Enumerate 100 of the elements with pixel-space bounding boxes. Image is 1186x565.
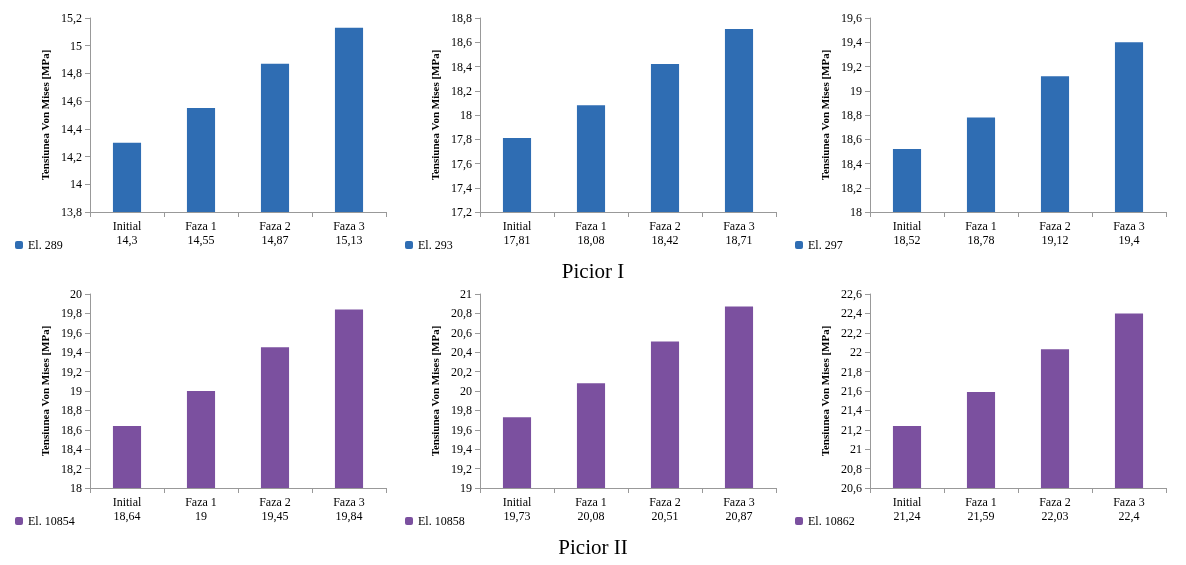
x-tick-label: Faza 3 [1113,495,1145,509]
y-tick-label: 20,2 [451,364,472,379]
y-tick-label: 19,4 [451,442,472,457]
data-label: 18,42 [651,233,679,247]
y-tick-label: 22,2 [841,325,862,340]
data-label: 19,73 [503,509,531,523]
legend-label: El. 289 [28,238,63,252]
y-tick-label: 19,8 [451,403,472,418]
y-tick-label: 14,8 [61,66,82,81]
y-axis-title: Tensiunea Von Mises [MPa] [38,49,51,181]
data-label: 19,4 [1118,233,1140,247]
data-label: 22,03 [1041,509,1069,523]
legend-label: El. 10854 [28,514,75,528]
x-tick-label: Faza 2 [1039,495,1071,509]
y-tick-label: 17,2 [451,205,472,219]
data-label: 19,84 [335,509,363,523]
y-tick-label: 19 [850,83,862,98]
x-tick-label: Faza 2 [649,495,681,509]
data-label: 21,24 [893,509,921,523]
y-axis-title: Tensiunea Von Mises [MPa] [818,325,831,457]
x-tick-label: Faza 2 [259,495,291,509]
y-tick-label: 18,8 [841,108,862,122]
y-tick-label: 18,6 [61,422,82,437]
x-tick-label: Initial [892,495,922,509]
y-tick-label: 15,2 [61,11,82,25]
y-tick-label: 18,4 [451,59,472,74]
data-label: 18,71 [725,233,753,247]
x-tick-label: Initial [502,495,532,509]
y-tick-label: 22 [850,345,862,360]
x-tick-label: Faza 2 [1039,219,1071,233]
y-tick-label: 21 [460,287,472,301]
y-tick-label: 20,8 [451,306,472,321]
x-tick-label: Faza 1 [575,219,607,233]
y-tick-label: 19,6 [841,11,862,25]
y-tick-label: 19,2 [451,461,472,476]
y-tick-label: 18,4 [841,156,862,171]
y-tick-label: 18,8 [61,403,82,418]
y-tick-label: 15 [70,38,82,53]
x-tick-label: Initial [112,219,142,233]
data-label: 19,45 [261,509,289,523]
y-tick-label: 22,4 [841,306,862,321]
y-tick-label: 18,2 [841,180,862,195]
y-axis-title: Tensiunea Von Mises [MPa] [428,325,441,457]
x-tick-label: Faza 1 [965,495,997,509]
y-tick-label: 20,6 [451,325,472,340]
y-tick-label: 17,8 [451,132,472,147]
y-tick-label: 14,2 [61,149,82,164]
legend-label: El. 10862 [808,514,855,528]
text: Picior I [561,258,625,283]
data-label: 18,52 [893,233,921,247]
y-tick-label: 21,2 [841,422,862,437]
y-tick-label: 19,8 [61,306,82,321]
data-label: 19 [195,509,207,523]
y-tick-label: 20 [460,384,472,398]
y-tick-label: 18,4 [61,442,82,457]
data-label: 22,4 [1118,509,1140,523]
y-tick-label: 19,6 [451,422,472,437]
y-tick-label: 19,6 [61,325,82,340]
y-tick-label: 18,2 [61,461,82,476]
y-axis-title: Tensiunea Von Mises [MPa] [38,325,51,457]
x-tick-label: Faza 1 [185,495,217,509]
x-tick-label: Faza 2 [259,219,291,233]
y-tick-label: 18 [460,108,472,122]
y-tick-label: 21 [850,442,862,457]
data-label: 15,13 [335,233,363,247]
data-label: 18,78 [967,233,995,247]
y-tick-label: 19,4 [841,35,862,50]
x-tick-label: Faza 1 [575,495,607,509]
x-tick-label: Faza 1 [185,219,217,233]
x-tick-label: Faza 1 [965,219,997,233]
y-tick-label: 21,8 [841,364,862,379]
x-tick-label: Faza 3 [723,219,755,233]
y-tick-label: 22,6 [841,287,862,301]
y-tick-label: 21,6 [841,384,862,398]
data-label: 17,81 [503,233,531,247]
data-label: 14,3 [116,233,138,247]
y-tick-label: 18 [850,205,862,219]
y-tick-label: 19,2 [61,364,82,379]
y-tick-label: 18,2 [451,83,472,98]
x-tick-label: Faza 3 [333,219,365,233]
data-label: 18,64 [113,509,141,523]
y-tick-label: 13,8 [61,205,82,219]
data-label: 20,51 [651,509,679,523]
y-tick-label: 18,8 [451,11,472,25]
y-axis-title: Tensiunea Von Mises [MPa] [428,49,441,181]
y-tick-label: 20,6 [841,481,862,495]
legend-label: El. 10858 [418,514,465,528]
y-tick-label: 19,2 [841,59,862,74]
y-tick-label: 19 [70,384,82,398]
y-tick-label: 18,6 [841,132,862,147]
x-tick-label: Faza 3 [1113,219,1145,233]
x-tick-label: Faza 3 [723,495,755,509]
data-label: 20,87 [725,509,753,523]
x-tick-label: Faza 3 [333,495,365,509]
x-tick-label: Initial [502,219,532,233]
x-tick-label: Faza 2 [649,219,681,233]
y-tick-label: 17,6 [451,156,472,171]
y-tick-label: 14,4 [61,121,82,136]
y-tick-label: 21,4 [841,403,862,418]
data-label: 19,12 [1041,233,1069,247]
